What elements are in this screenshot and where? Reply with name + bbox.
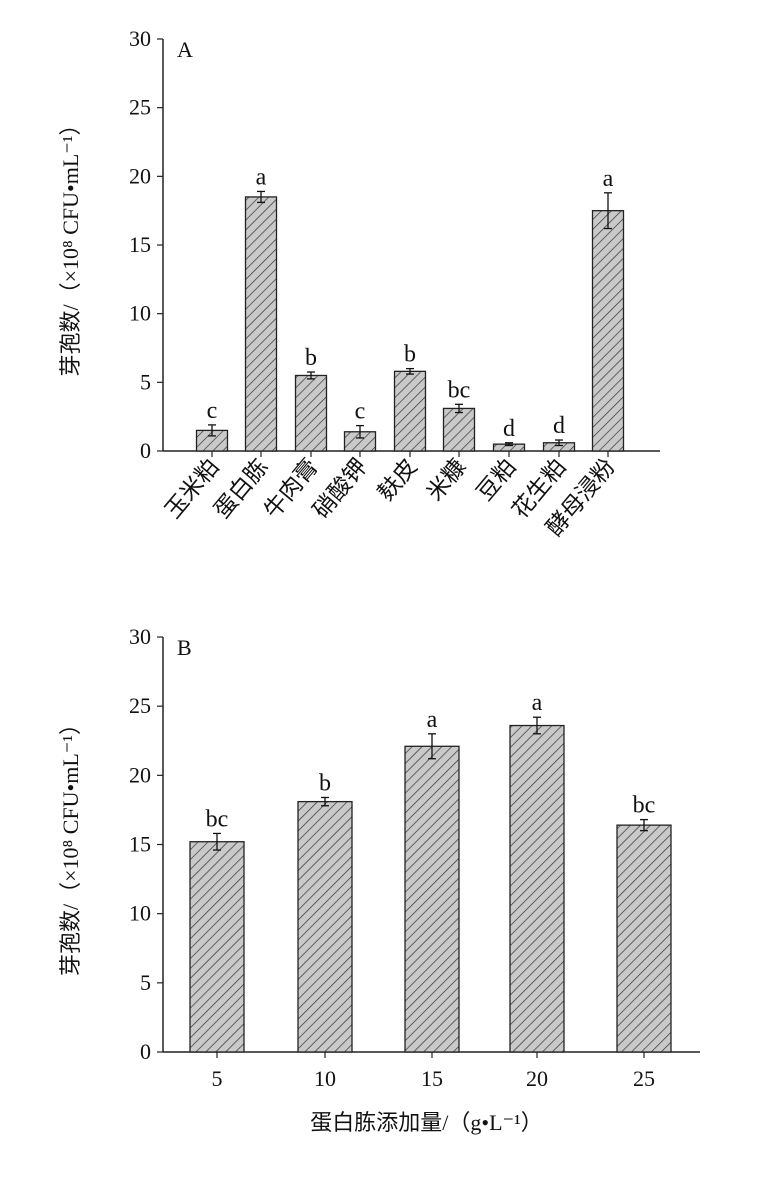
significance-label: a: [603, 166, 614, 192]
x-tick-label: 10: [314, 1066, 336, 1091]
y-tick-label: 30: [129, 26, 151, 51]
x-tick-label: 20: [526, 1066, 548, 1091]
x-tick-label: 米糠: [422, 454, 471, 505]
x-tick-label: 麸皮: [373, 454, 422, 505]
bar: [509, 724, 565, 1053]
x-axis-label: 蛋白胨添加量/（g•L⁻¹）: [310, 1110, 542, 1135]
x-tick-label: 25: [633, 1066, 655, 1091]
y-tick-label: 15: [129, 832, 151, 857]
significance-label: c: [355, 399, 366, 425]
y-tick-label: 10: [129, 901, 151, 926]
significance-label: d: [503, 416, 515, 442]
y-tick-label: 25: [129, 693, 151, 718]
bar: [393, 370, 427, 452]
significance-label: d: [553, 413, 565, 439]
significance-label: a: [532, 690, 543, 716]
x-tick-label: 牛肉膏: [259, 454, 323, 523]
y-tick-label: 5: [140, 369, 151, 394]
y-tick-label: 15: [129, 232, 151, 257]
x-tick-label: 豆粕: [472, 454, 521, 505]
bar: [189, 841, 245, 1053]
significance-label: bc: [633, 793, 656, 819]
bar: [297, 800, 353, 1053]
bar: [616, 824, 672, 1053]
x-tick-label: 硝酸钾: [308, 454, 372, 523]
bar: [244, 196, 278, 452]
significance-label: bc: [206, 806, 229, 832]
bar: [294, 374, 328, 452]
significance-label: b: [319, 770, 331, 796]
y-axis-label: 芽孢数/（×10⁸ CFU•mL⁻¹）: [58, 114, 83, 377]
significance-label: a: [427, 707, 438, 733]
chart-panel-b: 0 5 10 15 20 25 30 B 芽孢数/（×10⁸ CFU•mL⁻¹） 蛋白胨添加量/（…: [58, 624, 700, 1135]
significance-label: a: [256, 164, 267, 190]
significance-label: b: [404, 342, 416, 368]
significance-label: c: [207, 398, 218, 424]
x-tick-label: 15: [421, 1066, 443, 1091]
significance-label: b: [305, 345, 317, 371]
bar: [591, 210, 625, 452]
bar: [404, 745, 460, 1053]
chart-panel-a: 0 5 10 15 20 25 30 A 芽孢数/（×10⁸ CFU•mL⁻¹） c 玉米粕 a 蛋白胨…: [58, 26, 660, 541]
panel-label: A: [177, 37, 193, 62]
panel-label: B: [177, 635, 192, 660]
x-tick-label: 蛋白胨: [209, 454, 273, 523]
y-tick-label: 0: [140, 1039, 151, 1064]
y-tick-label: 20: [129, 762, 151, 787]
y-tick-label: 20: [129, 163, 151, 188]
y-axis-label: 芽孢数/（×10⁸ CFU•mL⁻¹）: [58, 713, 83, 976]
y-tick-label: 5: [140, 970, 151, 995]
y-tick-label: 25: [129, 95, 151, 120]
x-tick-label: 5: [212, 1066, 223, 1091]
x-tick-label: 玉米粕: [160, 454, 224, 523]
y-tick-label: 0: [140, 438, 151, 463]
significance-label: bc: [448, 377, 471, 403]
y-tick-label: 10: [129, 301, 151, 326]
bar: [442, 407, 476, 452]
y-tick-label: 30: [129, 624, 151, 649]
